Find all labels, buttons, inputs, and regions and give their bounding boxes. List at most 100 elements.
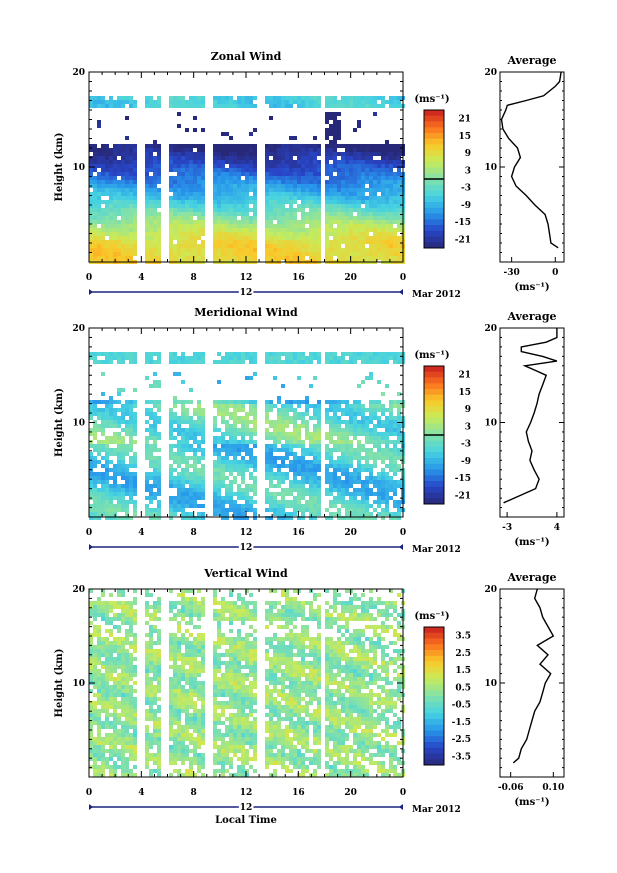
heatmap-cells — [89, 96, 405, 264]
colorbar: (ms⁻¹) 3.5 2.5 1.5 0.5 -0.5 -1.5 -2.5 -3.5 — [414, 611, 471, 766]
average-y-tick-label: 10 — [484, 163, 497, 173]
colorbar-tick-label: 9 — [465, 405, 471, 415]
x-tick-label: 4 — [138, 273, 144, 283]
average-title: Average — [506, 571, 556, 584]
date-suffix: Mar 2012 — [412, 290, 461, 300]
average-x-label: (ms⁻¹) — [514, 797, 549, 808]
colorbar-tick-label: -21 — [455, 491, 471, 501]
x-tick-label: 4 — [138, 528, 144, 538]
x-tick-label: 8 — [191, 273, 197, 283]
x-tick-label: 20 — [344, 273, 357, 283]
date-bar-left-marker — [89, 544, 93, 550]
average-line — [500, 71, 562, 249]
average-line — [503, 328, 558, 504]
average-frame — [499, 71, 565, 263]
average-y-tick-label: 10 — [484, 679, 497, 689]
average-x-tick-label: -0.06 — [498, 783, 524, 793]
y-axis: 10 20 Height (km) — [54, 585, 403, 778]
panel-title: Vertical Wind — [203, 567, 288, 580]
date-bar-left-marker — [89, 289, 93, 295]
y-tick-label: 10 — [72, 163, 85, 173]
x-axis: 0 4 8 12 16 20 0 12 Mar 2012 Local Time — [86, 589, 461, 826]
average-y-tick-label: 10 — [484, 419, 497, 429]
average-profile: Average 10 20 -3 4 (ms⁻¹) — [484, 310, 565, 548]
x-tick-label: 0 — [400, 788, 406, 798]
x-axis: 0 4 8 12 16 20 0 12 Mar 2012 — [86, 72, 461, 300]
y-axis-label: Height (km) — [54, 133, 65, 202]
average-line — [512, 588, 555, 764]
date-bar-right-marker — [399, 289, 403, 295]
colorbar-tick-label: -2.5 — [452, 735, 471, 745]
date-bar-left-marker — [89, 804, 93, 810]
x-tick-label: 16 — [292, 528, 305, 538]
colorbar-tick-label: -3 — [461, 184, 471, 194]
x-tick-label: 16 — [292, 788, 305, 798]
panel-title: Zonal Wind — [211, 50, 282, 63]
y-axis-label: Height (km) — [54, 649, 65, 718]
colorbar: (ms⁻¹) 21 15 9 3 -3 -9 -15 -21 — [414, 94, 471, 249]
colorbar-tick-label: -15 — [455, 218, 471, 228]
average-x-tick-label: 4 — [554, 523, 560, 533]
colorbar-tick-label: 3.5 — [455, 632, 471, 642]
colorbar-tick-label: 3 — [465, 166, 471, 176]
date-label: 12 — [240, 288, 253, 298]
y-tick-label: 10 — [72, 419, 85, 429]
average-x-tick-label: 0.10 — [542, 783, 564, 793]
heatmap-cells — [89, 589, 405, 777]
date-label: 12 — [240, 803, 253, 813]
colorbar-tick-label: -9 — [461, 457, 471, 467]
x-axis-label: Local Time — [215, 815, 277, 826]
x-tick-label: 16 — [292, 273, 305, 283]
colorbar-tick-label: 1.5 — [455, 666, 471, 676]
date-suffix: Mar 2012 — [412, 545, 461, 555]
average-x-tick-label: -30 — [504, 268, 520, 278]
colorbar-tick-label: 15 — [458, 132, 471, 142]
x-tick-label: 0 — [400, 528, 406, 538]
colorbar-tick-label: 9 — [465, 149, 471, 159]
x-tick-label: 0 — [86, 788, 92, 798]
colorbar-tick-label: 15 — [458, 388, 471, 398]
colorbar-frame — [423, 626, 445, 766]
average-profile: Average 10 20 -30 0(ms⁻¹) — [484, 54, 565, 293]
x-tick-label: 20 — [344, 788, 357, 798]
x-tick-label: 12 — [240, 528, 253, 538]
average-title: Average — [506, 310, 556, 323]
date-bar-right-marker — [399, 804, 403, 810]
y-tick-label: 10 — [72, 679, 85, 689]
x-tick-label: 8 — [191, 528, 197, 538]
colorbar-tick-label: -3.5 — [452, 752, 471, 762]
average-frame — [499, 588, 565, 778]
colorbar-tick-label: -1.5 — [452, 718, 471, 728]
y-tick-label: 20 — [72, 585, 85, 595]
average-y-tick-label: 20 — [484, 324, 497, 334]
x-tick-label: 20 — [344, 528, 357, 538]
colorbar-tick-label: 21 — [458, 371, 471, 381]
average-x-label: (ms⁻¹) — [514, 282, 549, 293]
x-tick-label: 0 — [86, 273, 92, 283]
y-axis: 10 20 Height (km) — [54, 324, 403, 518]
colorbar: (ms⁻¹) 21 15 9 3 -3 -9 -15 -21 — [414, 350, 471, 505]
colorbar-unit: (ms⁻¹) — [414, 94, 449, 105]
x-tick-label: 0 — [86, 528, 92, 538]
y-tick-label: 20 — [72, 68, 85, 78]
colorbar-tick-label: -15 — [455, 474, 471, 484]
average-frame — [499, 327, 565, 518]
date-suffix: Mar 2012 — [412, 805, 461, 815]
average-title: Average — [506, 54, 556, 67]
y-tick-label: 20 — [72, 324, 85, 334]
colorbar-tick-label: -0.5 — [452, 701, 471, 711]
x-tick-label: 4 — [138, 788, 144, 798]
colorbar-unit: (ms⁻¹) — [414, 611, 449, 622]
colorbar-tick-label: -21 — [455, 235, 471, 245]
colorbar-tick-label: -9 — [461, 201, 471, 211]
x-tick-label: 12 — [240, 788, 253, 798]
average-profile: Average 10 20 -0.06 0.10 (ms⁻¹) — [484, 571, 565, 808]
colorbar-tick-label: 3 — [465, 422, 471, 432]
colorbar-tick-label: -3 — [461, 440, 471, 450]
panel-3: Vertical Wind 10 20 Height (km) 0 4 8 12 16 20 0 12… — [54, 567, 565, 826]
panel-1: Zonal Wind 10 20 Height (km) 0 4 8 12 16 20 0 12 Mar… — [54, 50, 565, 300]
x-tick-label: 12 — [240, 273, 253, 283]
y-axis: 10 20 Height (km) — [54, 68, 403, 263]
average-x-tick-label: -3 — [502, 523, 512, 533]
